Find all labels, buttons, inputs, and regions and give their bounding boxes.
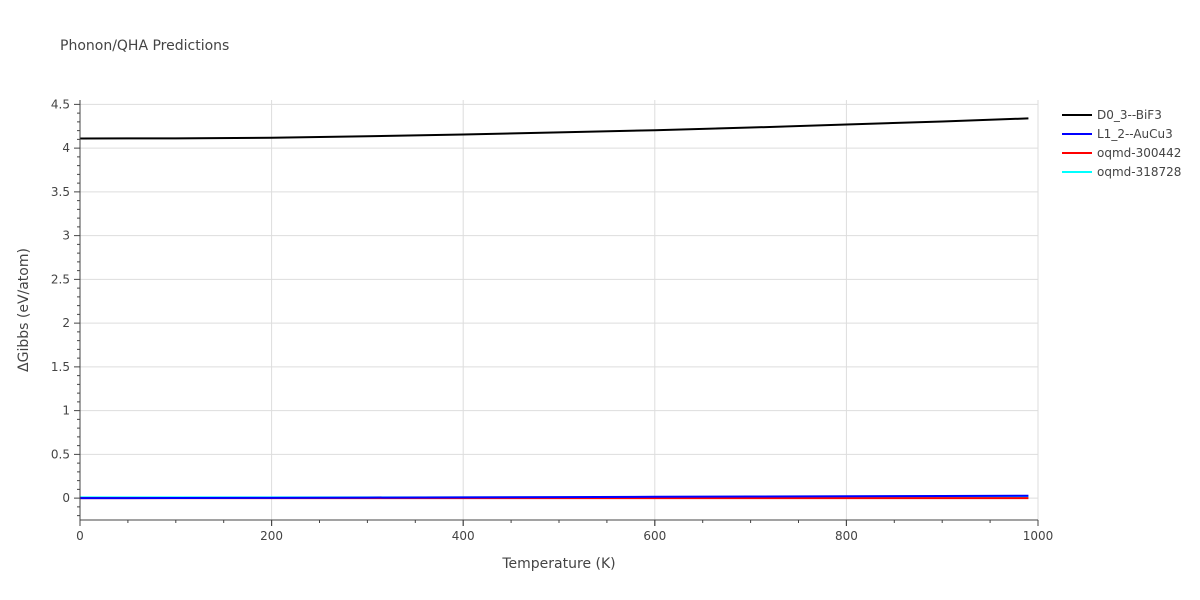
- legend-label: D0_3--BiF3: [1097, 108, 1162, 122]
- legend-label: oqmd-300442: [1097, 146, 1181, 160]
- legend-item[interactable]: L1_2--AuCu3: [1062, 127, 1173, 141]
- x-tick-labels: 0 200 400 600 800 1000: [76, 529, 1053, 543]
- y-tick-label: 0: [62, 491, 70, 505]
- legend-label: L1_2--AuCu3: [1097, 127, 1173, 141]
- x-tick-label: 200: [260, 529, 283, 543]
- series-line-L1_2--AuCu3: [79, 494, 1029, 500]
- legend-item[interactable]: D0_3--BiF3: [1062, 108, 1162, 122]
- y-tick-label: 0.5: [51, 447, 70, 461]
- y-tick-label: 4: [62, 141, 70, 155]
- series-lines: [79, 117, 1029, 500]
- y-tick-label: 3: [62, 229, 70, 243]
- x-tick-label: 600: [643, 529, 666, 543]
- y-tick-label: 2: [62, 316, 70, 330]
- legend-item[interactable]: oqmd-300442: [1062, 146, 1181, 160]
- y-tick-label: 3.5: [51, 185, 70, 199]
- y-tick-labels: 0 0.5 1 1.5 2 2.5 3 3.5 4 4.5: [51, 97, 70, 505]
- x-tick-label: 1000: [1023, 529, 1054, 543]
- chart-title: Phonon/QHA Predictions: [60, 38, 229, 54]
- legend-label: oqmd-318728: [1097, 165, 1181, 179]
- series-line-D0_3--BiF3: [79, 117, 1029, 140]
- y-tick-label: 1.5: [51, 360, 70, 374]
- legend-item[interactable]: oqmd-318728: [1062, 165, 1181, 179]
- x-tick-label: 400: [452, 529, 475, 543]
- axes: [74, 100, 1039, 526]
- x-axis-title: Temperature (K): [501, 556, 615, 572]
- y-tick-label: 1: [62, 404, 70, 418]
- y-axis-title: ΔGibbs (eV/atom): [16, 248, 32, 372]
- x-tick-label: 0: [76, 529, 84, 543]
- x-tick-label: 800: [835, 529, 858, 543]
- y-tick-label: 4.5: [51, 97, 70, 111]
- grid-lines: [80, 100, 1039, 520]
- y-tick-label: 2.5: [51, 272, 70, 286]
- legend[interactable]: D0_3--BiF3 L1_2--AuCu3 oqmd-300442 oqmd-318…: [1062, 108, 1181, 179]
